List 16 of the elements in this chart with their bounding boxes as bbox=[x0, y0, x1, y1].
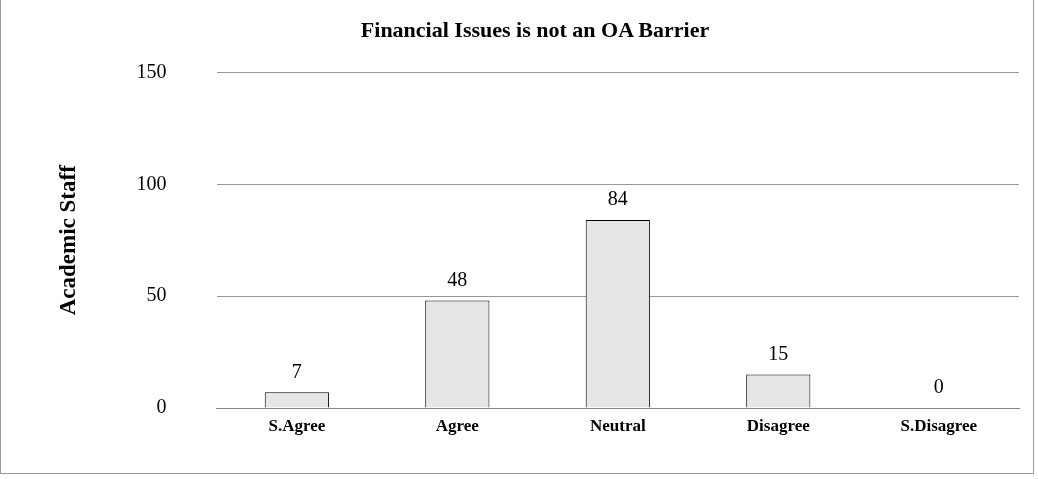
x-tick-label: Disagree bbox=[746, 415, 811, 435]
y-tick-label: 0 bbox=[156, 395, 167, 418]
data-label: 48 bbox=[447, 267, 468, 290]
data-label: 84 bbox=[607, 187, 628, 210]
y-tick-label: 100 bbox=[136, 171, 167, 194]
y-tick-label: 150 bbox=[136, 59, 167, 82]
x-tick-label: Agree bbox=[435, 415, 480, 435]
data-label: 15 bbox=[768, 341, 789, 364]
x-tick-label: Neutral bbox=[589, 415, 646, 435]
data-label: 0 bbox=[933, 375, 944, 398]
data-label: 7 bbox=[291, 359, 302, 382]
y-axis-title: Academic Staff bbox=[54, 164, 80, 316]
x-tick-label: S.Disagree bbox=[900, 415, 978, 435]
x-tick-label: S.Agree bbox=[268, 415, 326, 435]
chart-title: Financial Issues is not an OA Barrier bbox=[360, 16, 710, 42]
y-tick-label: 50 bbox=[146, 283, 167, 306]
